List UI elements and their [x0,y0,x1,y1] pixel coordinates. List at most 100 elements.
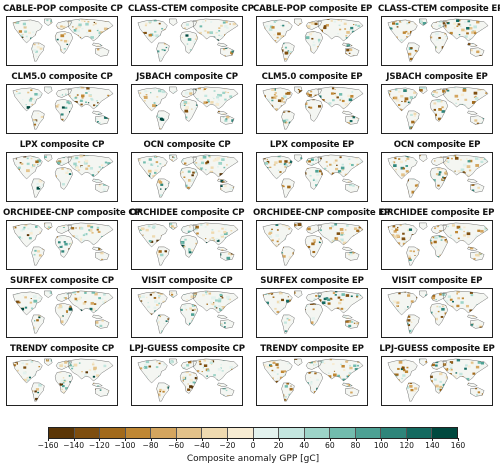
anomaly-cell [444,323,447,325]
anomaly-cell [112,302,114,304]
anomaly-cell [40,97,44,100]
anomaly-cell [195,225,199,229]
anomaly-cell [71,98,75,101]
anomaly-cell [221,306,226,310]
anomaly-cell [240,247,242,249]
anomaly-cell [12,28,15,31]
anomaly-cell [405,165,409,168]
anomaly-cell [454,115,457,118]
anomaly-cell [278,160,282,163]
anomaly-cell [432,126,435,129]
anomaly-cell [22,120,25,123]
anomaly-cell [337,170,342,173]
anomaly-cell [324,167,327,170]
anomaly-cell [30,230,33,232]
anomaly-cell [298,57,302,60]
anomaly-cell [233,313,237,317]
anomaly-cell [390,125,393,128]
anomaly-cell [459,24,462,27]
anomaly-cell [323,26,327,30]
anomaly-cell [311,317,315,320]
anomaly-cell [317,63,318,64]
anomaly-cell [158,104,162,107]
anomaly-cell [366,91,367,93]
anomaly-cell [98,166,101,168]
anomaly-cell [345,294,350,297]
anomaly-cell [185,223,188,226]
anomaly-cell [142,31,145,34]
anomaly-cell [98,184,101,187]
anomaly-cell [308,33,313,36]
anomaly-cell [267,239,270,242]
anomaly-cell [17,186,20,189]
anomaly-cell [480,160,484,163]
anomaly-cell [149,18,154,20]
anomaly-cell [330,92,334,95]
anomaly-cell [241,336,242,337]
anomaly-cell [483,189,486,192]
anomaly-cell [432,294,436,298]
anomaly-cell [165,157,167,158]
anomaly-cell [384,254,388,257]
anomaly-cell [171,119,175,122]
anomaly-cell [83,257,87,261]
land-area [92,314,103,319]
anomaly-cell [152,331,154,334]
anomaly-cell [301,105,306,109]
anomaly-cell [343,55,346,57]
anomaly-cell [409,153,411,155]
anomaly-cell [191,309,194,311]
anomaly-cell [419,119,423,123]
anomaly-cell [393,242,397,245]
anomaly-cell [278,265,280,267]
anomaly-cell [207,189,211,192]
anomaly-cell [400,20,403,23]
anomaly-cell [37,250,40,253]
anomaly-cell [457,244,461,248]
anomaly-cell [228,309,232,312]
anomaly-cell [325,242,329,245]
anomaly-cell [281,242,285,245]
anomaly-cell [56,328,60,331]
anomaly-cell [455,249,458,252]
anomaly-cell [63,60,67,62]
anomaly-cell [133,64,135,65]
anomaly-cell [16,90,18,93]
anomaly-cell [428,62,431,64]
anomaly-cell [74,57,77,60]
anomaly-cell [265,24,269,28]
anomaly-cell [236,33,238,35]
anomaly-cell [22,22,26,26]
anomaly-cell [220,234,224,237]
anomaly-cell [140,117,142,119]
anomaly-cell [475,58,479,61]
coastline [281,42,295,62]
anomaly-cell [282,24,285,27]
anomaly-cell [400,39,403,41]
anomaly-cell [480,336,483,337]
anomaly-cell [428,129,431,131]
anomaly-cell [111,101,114,104]
anomaly-cell [265,301,269,305]
anomaly-cell [75,101,78,104]
map-panel: JSBACH composite CP [128,70,246,136]
anomaly-cell [241,120,242,121]
anomaly-cell [306,331,310,334]
anomaly-cell [258,36,262,39]
anomaly-cell [413,112,417,115]
anomaly-cell [387,251,390,254]
anomaly-cell [206,291,209,293]
anomaly-cell [171,64,173,65]
anomaly-cell [15,300,20,304]
anomaly-cell [477,37,480,39]
anomaly-cell [333,119,337,122]
anomaly-cell [297,301,299,303]
anomaly-cell [91,125,94,128]
anomaly-cell [79,48,81,50]
anomaly-cell [104,116,109,119]
anomaly-cell [409,250,413,253]
anomaly-cell [87,109,90,112]
anomaly-cell [476,243,479,246]
anomaly-cell [453,321,456,323]
anomaly-cell [22,295,25,297]
